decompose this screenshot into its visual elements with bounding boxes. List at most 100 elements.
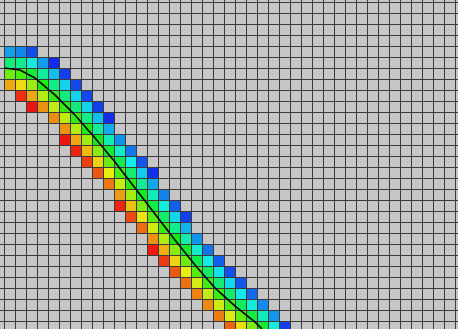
colored-cell — [158, 244, 169, 255]
colored-cell — [147, 233, 158, 244]
colored-cell — [268, 321, 279, 329]
colored-cell — [180, 233, 191, 244]
colored-cell — [158, 233, 169, 244]
colored-cell — [169, 244, 180, 255]
colored-cell — [103, 156, 114, 167]
colored-cell — [125, 145, 136, 156]
colored-cell — [114, 189, 125, 200]
colored-cell — [26, 57, 37, 68]
colored-cell — [92, 145, 103, 156]
colored-cell — [202, 266, 213, 277]
colored-cell — [4, 46, 15, 57]
colored-cell — [235, 299, 246, 310]
colored-cell — [202, 277, 213, 288]
colored-cell — [92, 112, 103, 123]
colored-cell — [70, 112, 81, 123]
colored-cell — [48, 57, 59, 68]
colored-cell — [213, 288, 224, 299]
colored-cell — [114, 156, 125, 167]
colored-cell — [4, 57, 15, 68]
colored-cell — [59, 112, 70, 123]
colored-cell — [202, 299, 213, 310]
interface-curve — [3, 67, 263, 329]
colored-cell — [59, 79, 70, 90]
colored-cell — [26, 101, 37, 112]
colored-cell — [136, 178, 147, 189]
colored-cell — [136, 211, 147, 222]
colored-cell — [70, 101, 81, 112]
colored-cell — [257, 310, 268, 321]
colored-cell — [59, 90, 70, 101]
colored-cell — [103, 123, 114, 134]
colored-cell — [191, 288, 202, 299]
colored-cell — [235, 277, 246, 288]
colored-cell — [257, 321, 268, 329]
colored-cell — [246, 310, 257, 321]
colored-cell — [202, 255, 213, 266]
colored-cells — [4, 46, 290, 329]
colored-cell — [70, 134, 81, 145]
colored-cell — [114, 200, 125, 211]
colored-cell — [15, 79, 26, 90]
colored-cell — [81, 156, 92, 167]
colored-cell — [15, 57, 26, 68]
colored-cell — [103, 134, 114, 145]
colored-cell — [92, 167, 103, 178]
colored-cell — [26, 79, 37, 90]
colored-cell — [125, 156, 136, 167]
colored-cell — [213, 255, 224, 266]
colored-cell — [169, 200, 180, 211]
colored-cell — [48, 112, 59, 123]
colored-cell — [114, 145, 125, 156]
colored-cell — [59, 68, 70, 79]
colored-cell — [15, 46, 26, 57]
colored-cell — [158, 255, 169, 266]
colored-cell — [37, 101, 48, 112]
colored-cell — [125, 211, 136, 222]
colored-cell — [191, 233, 202, 244]
colored-cell — [70, 90, 81, 101]
colored-cell — [92, 156, 103, 167]
colored-cell — [158, 222, 169, 233]
colored-cell — [224, 266, 235, 277]
colored-cell — [125, 167, 136, 178]
colored-cell — [125, 178, 136, 189]
colored-cell — [224, 310, 235, 321]
colored-cell — [213, 266, 224, 277]
colored-cell — [59, 123, 70, 134]
colored-cell — [70, 79, 81, 90]
colored-cell — [114, 167, 125, 178]
colored-cell — [15, 68, 26, 79]
colored-cell — [169, 222, 180, 233]
colored-cell — [92, 134, 103, 145]
colored-cell — [180, 266, 191, 277]
colored-cell — [213, 277, 224, 288]
colored-cell — [224, 299, 235, 310]
colored-cell — [191, 244, 202, 255]
colored-cell — [169, 211, 180, 222]
colored-cell — [147, 200, 158, 211]
colored-cell — [180, 277, 191, 288]
colored-cell — [48, 90, 59, 101]
colored-cell — [147, 167, 158, 178]
colored-cell — [213, 310, 224, 321]
colored-cell — [103, 167, 114, 178]
colored-cell — [37, 90, 48, 101]
colored-cell — [81, 90, 92, 101]
colored-cell — [180, 211, 191, 222]
colored-cell — [37, 68, 48, 79]
colored-cell — [224, 277, 235, 288]
colored-cell — [92, 101, 103, 112]
colored-cell — [114, 178, 125, 189]
colored-cell — [26, 90, 37, 101]
colored-cell — [147, 222, 158, 233]
colored-cell — [224, 321, 235, 329]
colored-cell — [48, 101, 59, 112]
colored-cell — [81, 112, 92, 123]
colored-cell — [246, 321, 257, 329]
colored-cell — [147, 211, 158, 222]
colored-cell — [70, 123, 81, 134]
colored-cell — [4, 79, 15, 90]
